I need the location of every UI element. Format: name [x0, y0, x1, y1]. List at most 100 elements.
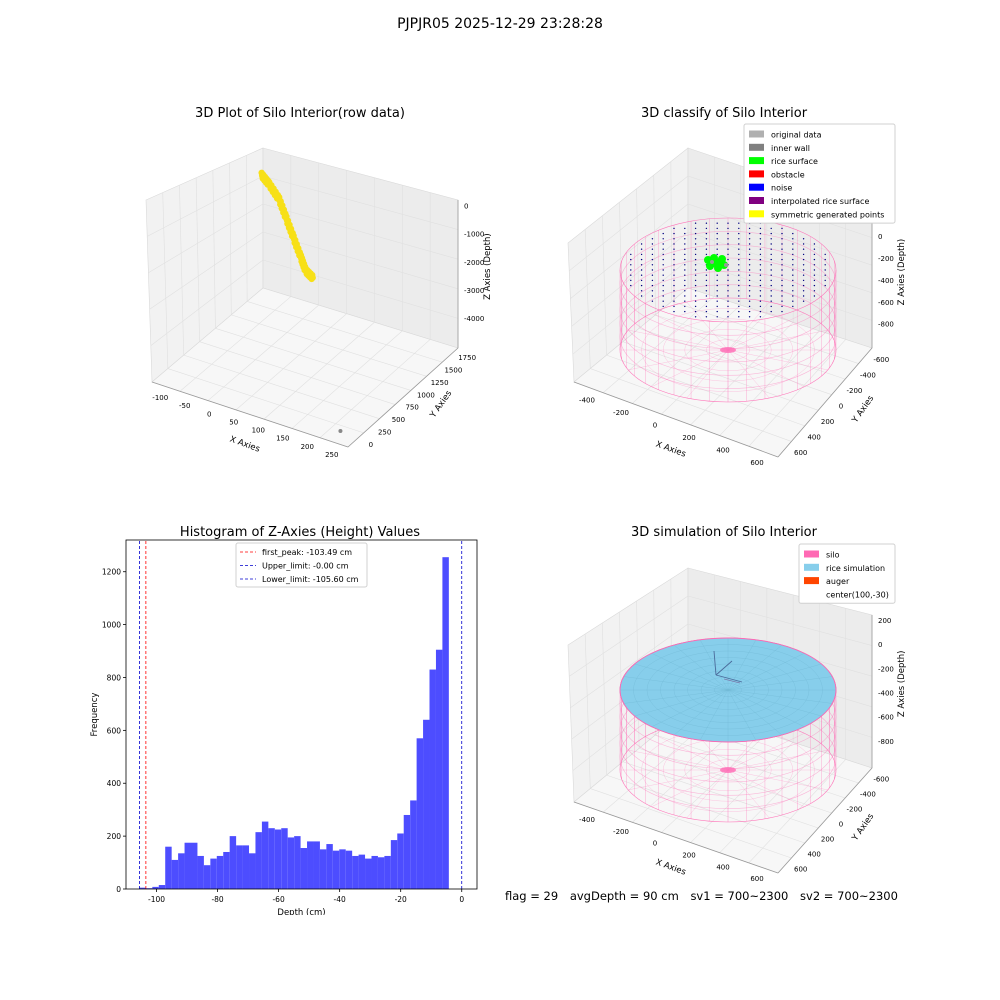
- silo-floor-spoke: [651, 733, 729, 771]
- y-tick-label: 400: [107, 779, 122, 788]
- floor-gridline: [690, 742, 794, 843]
- interpolated-surface-dot: [694, 264, 697, 266]
- interpolated-surface-dot: [759, 284, 762, 287]
- interpolated-surface-dot: [640, 290, 643, 292]
- interpolated-surface-dot: [727, 316, 729, 318]
- x-tick-label: -60: [272, 895, 284, 904]
- wall-gridline: [636, 188, 640, 329]
- interpolated-surface-dot: [748, 300, 751, 302]
- sv1-text: sv1 = 700~2300: [690, 889, 789, 903]
- interpolated-surface-dot: [705, 232, 708, 235]
- interpolated-surface-dot: [824, 258, 826, 261]
- wall-gridline: [262, 203, 459, 260]
- silo-floor-spoke: [628, 749, 729, 771]
- rice-surface-point: [718, 255, 726, 263]
- interpolated-surface-dot: [813, 284, 816, 287]
- legend-swatch: [749, 210, 764, 218]
- interpolated-surface-dot: [684, 248, 686, 250]
- y-axis-line: [777, 347, 873, 458]
- raw-data-point: [309, 274, 316, 281]
- interpolated-surface-dot: [716, 274, 718, 276]
- z-tick-label: -600: [878, 299, 894, 307]
- rice-mesh-spoke: [699, 689, 729, 741]
- legend-label: silo: [826, 551, 840, 560]
- legend-swatch: [804, 563, 819, 571]
- rice-mesh-spoke: [727, 689, 805, 727]
- interpolated-surface-dot: [738, 238, 740, 240]
- interpolated-surface-dot: [651, 248, 654, 250]
- histogram-bar: [352, 855, 359, 889]
- interpolated-surface-dot: [802, 258, 805, 261]
- interpolated-surface-dot: [630, 279, 632, 282]
- interpolated-surface-dot: [662, 248, 664, 250]
- interpolated-surface-dot: [781, 248, 783, 250]
- interpolated-surface-dot: [792, 295, 794, 297]
- interpolated-surface-dot: [792, 232, 794, 235]
- legend-swatch: [749, 157, 764, 165]
- interpolated-surface-dot: [705, 269, 708, 271]
- legend-swatch: [749, 170, 764, 178]
- x-tick-label: 400: [716, 446, 729, 454]
- histogram-bar: [210, 858, 217, 889]
- x-tick-label: -100: [148, 895, 165, 904]
- interpolated-surface-dot: [770, 274, 772, 276]
- wall-gridline: [619, 202, 624, 342]
- z-tick-label: 0: [878, 233, 882, 241]
- y-tick-label: 0: [369, 441, 373, 449]
- wall-gridline: [148, 203, 264, 274]
- interpolated-surface-dot: [802, 269, 805, 271]
- x-axis-label: X Axies: [654, 858, 687, 878]
- interpolated-surface-dot: [640, 295, 643, 297]
- interpolated-surface-dot: [759, 316, 762, 318]
- interpolated-surface-dot: [673, 243, 675, 245]
- floor-gridline: [291, 330, 403, 429]
- interpolated-surface-dot: [662, 243, 664, 245]
- x-tick-label: 600: [750, 875, 763, 883]
- interpolated-surface-dot: [770, 264, 772, 266]
- inner-wall-point: [710, 260, 714, 264]
- interpolated-surface-dot: [673, 238, 675, 240]
- interpolated-surface-dot: [673, 227, 675, 230]
- histogram-bar: [416, 738, 424, 889]
- interpolated-surface-dot: [630, 253, 632, 256]
- interpolated-surface-dot: [684, 274, 686, 276]
- histogram-bar: [158, 885, 166, 889]
- x-tick-label: -400: [579, 816, 595, 824]
- y-tick-label: 1000: [102, 621, 121, 630]
- interpolated-surface-dot: [781, 295, 783, 297]
- rice-mesh-spoke: [634, 663, 729, 691]
- interpolated-surface-dot: [662, 238, 664, 240]
- interpolated-surface-dot: [770, 238, 772, 240]
- interpolated-surface-dot: [802, 264, 805, 266]
- y-tick-label: 600: [794, 866, 807, 874]
- interpolated-surface-dot: [748, 238, 751, 240]
- interpolated-surface-dot: [792, 238, 794, 240]
- floor-gridline: [199, 341, 396, 405]
- y-tick-label: 500: [392, 416, 405, 424]
- interpolated-surface-dot: [673, 253, 675, 256]
- wall-gridline: [687, 231, 873, 294]
- interpolated-surface-dot: [759, 227, 762, 230]
- wall-gridline: [212, 170, 216, 329]
- interpolated-surface-dot: [662, 295, 664, 297]
- silo-floor-spoke: [628, 329, 729, 351]
- floor-gridline: [632, 304, 741, 404]
- silo-floor-spoke: [651, 769, 729, 807]
- y-tick-label: 600: [794, 449, 807, 457]
- wall-gridline: [150, 259, 264, 346]
- interpolated-surface-dot: [727, 253, 729, 256]
- interpolated-surface-dot: [694, 300, 697, 302]
- interpolated-surface-dot: [738, 290, 740, 292]
- interpolated-surface-dot: [748, 253, 751, 256]
- interpolated-surface-dot: [748, 316, 751, 318]
- interpolated-surface-dot: [694, 222, 697, 224]
- x-tick-label: 0: [459, 895, 464, 904]
- x-tick-label: -50: [179, 402, 190, 410]
- interpolated-surface-dot: [727, 305, 729, 308]
- floor-gridline: [179, 296, 292, 392]
- y-tick-label: -200: [846, 806, 862, 814]
- z-tick-label: -400: [878, 690, 894, 698]
- interpolated-surface-dot: [716, 305, 718, 308]
- floor-gridline: [719, 750, 820, 853]
- interpolated-surface-dot: [781, 274, 783, 276]
